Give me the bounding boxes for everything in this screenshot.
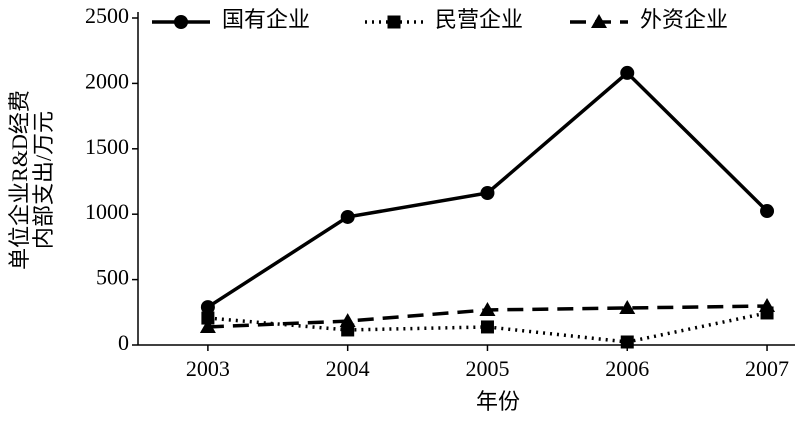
marker	[340, 209, 355, 224]
x-tick-label: 2007	[745, 356, 789, 381]
marker	[339, 313, 356, 328]
x-tick-label: 2003	[186, 356, 230, 381]
marker	[760, 204, 775, 219]
marker	[619, 299, 636, 314]
marker	[199, 318, 216, 333]
x-tick-label: 2006	[605, 356, 649, 381]
marker	[479, 301, 496, 316]
y-axis-label: 单位企业R&D经费 内部支出/万元	[7, 90, 56, 270]
legend-label: 国有企业	[222, 7, 310, 32]
y-tick-label: 1500	[85, 134, 129, 159]
legend-label: 外资企业	[640, 7, 728, 32]
y-tick-label: 2500	[85, 3, 129, 28]
y-tick-label: 0	[118, 330, 129, 355]
y-tick-label: 1000	[85, 199, 129, 224]
y-tick-label: 500	[96, 265, 129, 290]
legend-label: 民营企业	[435, 7, 523, 32]
marker	[591, 14, 607, 28]
y-axis-label-line: 内部支出/万元	[31, 111, 56, 249]
marker	[387, 15, 401, 29]
x-tick-label: 2004	[326, 356, 370, 381]
x-tick-label: 2005	[465, 356, 509, 381]
y-tick-label: 2000	[85, 68, 129, 93]
marker	[620, 65, 635, 80]
x-axis-label: 年份	[476, 389, 520, 414]
marker	[201, 311, 215, 325]
marker	[174, 15, 188, 29]
marker	[480, 320, 494, 334]
y-axis-label-line: 单位企业R&D经费	[7, 90, 32, 270]
marker	[620, 335, 634, 349]
marker	[480, 186, 495, 201]
marker	[200, 300, 215, 315]
marker	[759, 298, 776, 313]
